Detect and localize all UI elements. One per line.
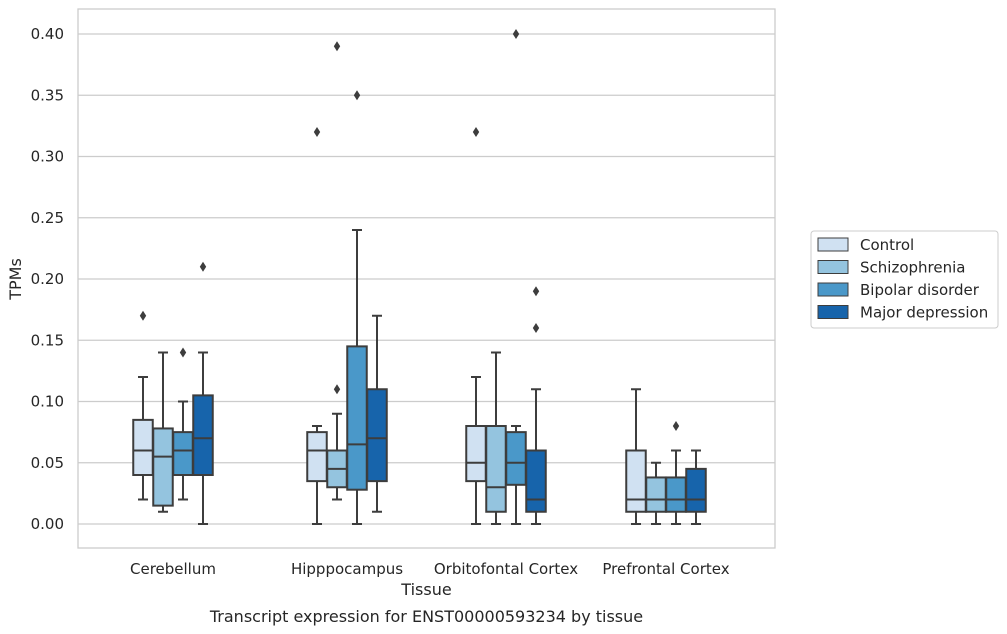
legend-item: Major depression — [817, 304, 988, 322]
outlier-point — [672, 421, 680, 431]
box — [665, 476, 687, 513]
legend-label: Bipolar disorder — [860, 281, 980, 299]
y-tick-label: 0.15 — [31, 331, 64, 349]
series-group — [192, 261, 707, 525]
x-tick-label: Hipppocampus — [291, 560, 403, 578]
outlier-point — [532, 286, 540, 297]
box — [625, 449, 647, 513]
x-axis-ticks: Cerebellum Hipppocampus Orbitofontal Corte… — [130, 560, 730, 578]
legend-item: Control — [817, 236, 914, 254]
y-axis-ticks: 0.00 0.05 0.10 0.15 0.20 0.25 0.30 0.35 0.40 — [31, 25, 64, 533]
y-tick-label: 0.00 — [31, 515, 64, 533]
outlier-point — [313, 127, 321, 137]
x-tick-label: Orbitofontal Cortex — [434, 560, 578, 578]
box — [485, 425, 507, 513]
plot-area-frame — [77, 8, 776, 549]
legend-swatch — [817, 282, 849, 297]
legend: Control Schizophrenia Bipolar disorder Majo… — [810, 230, 999, 329]
legend-frame — [810, 230, 999, 329]
box — [645, 476, 667, 513]
outlier-point — [199, 261, 207, 272]
legend-swatch — [817, 260, 849, 274]
box — [525, 449, 547, 513]
box — [685, 467, 707, 513]
legend-swatch — [817, 305, 849, 319]
series-group — [172, 29, 687, 525]
x-axis-label: Tissue — [400, 580, 451, 599]
x-tick-label: Prefrontal Cortex — [602, 560, 729, 578]
legend-swatch — [817, 237, 849, 252]
box — [346, 345, 368, 491]
box — [132, 418, 154, 476]
box — [465, 425, 487, 483]
y-tick-label: 0.05 — [31, 454, 64, 472]
outlier-point — [472, 127, 480, 137]
outlier-point — [532, 323, 540, 333]
y-tick-label: 0.25 — [31, 209, 64, 227]
outlier-point — [179, 347, 187, 358]
box — [172, 431, 194, 476]
y-tick-label: 0.10 — [31, 393, 64, 411]
legend-item: Schizophrenia — [817, 259, 965, 277]
box — [152, 427, 174, 507]
legend-label: Major depression — [860, 304, 988, 322]
y-tick-label: 0.40 — [31, 25, 64, 43]
outlier-point — [353, 90, 361, 101]
legend-label: Control — [860, 236, 914, 254]
legend-item: Bipolar disorder — [817, 281, 980, 299]
outlier-point — [333, 41, 341, 52]
outlier-point — [139, 310, 147, 321]
chart-caption: Transcript expression for ENST0000059323… — [209, 607, 643, 626]
series-group — [152, 41, 667, 525]
y-axis-label: TPMs — [6, 258, 25, 301]
x-tick-label: Cerebellum — [130, 560, 216, 578]
outlier-point — [512, 29, 520, 39]
series-group — [132, 127, 647, 525]
boxes — [132, 29, 707, 525]
box — [366, 388, 388, 483]
y-tick-label: 0.35 — [31, 86, 64, 104]
y-tick-label: 0.30 — [31, 148, 64, 166]
box — [192, 394, 214, 476]
box — [505, 431, 527, 486]
box — [306, 431, 328, 483]
legend-label: Schizophrenia — [860, 259, 965, 277]
y-tick-label: 0.20 — [31, 270, 64, 288]
outlier-point — [333, 384, 341, 395]
